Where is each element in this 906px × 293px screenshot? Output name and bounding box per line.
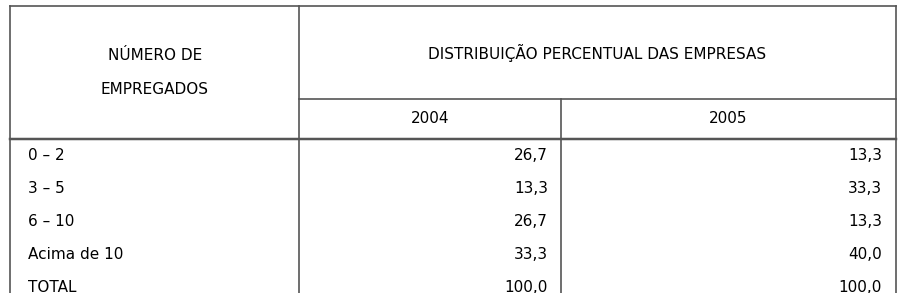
Text: 2005: 2005 xyxy=(709,111,747,127)
Text: 26,7: 26,7 xyxy=(514,214,548,229)
Text: 13,3: 13,3 xyxy=(848,214,882,229)
Text: EMPREGADOS: EMPREGADOS xyxy=(101,82,209,97)
Text: 33,3: 33,3 xyxy=(514,247,548,262)
Text: 40,0: 40,0 xyxy=(848,247,882,262)
Text: 13,3: 13,3 xyxy=(848,148,882,163)
Text: NÚMERO DE: NÚMERO DE xyxy=(108,48,202,63)
Text: 0 – 2: 0 – 2 xyxy=(28,148,65,163)
Text: 13,3: 13,3 xyxy=(514,181,548,196)
Text: 26,7: 26,7 xyxy=(514,148,548,163)
Text: Acima de 10: Acima de 10 xyxy=(28,247,124,262)
Text: 100,0: 100,0 xyxy=(505,280,548,293)
Text: 2004: 2004 xyxy=(411,111,449,127)
Text: 100,0: 100,0 xyxy=(839,280,882,293)
Text: 3 – 5: 3 – 5 xyxy=(28,181,65,196)
Text: TOTAL: TOTAL xyxy=(28,280,77,293)
Text: DISTRIBUIÇÃO PERCENTUAL DAS EMPRESAS: DISTRIBUIÇÃO PERCENTUAL DAS EMPRESAS xyxy=(429,44,766,62)
Text: 6 – 10: 6 – 10 xyxy=(28,214,75,229)
Text: 33,3: 33,3 xyxy=(848,181,882,196)
